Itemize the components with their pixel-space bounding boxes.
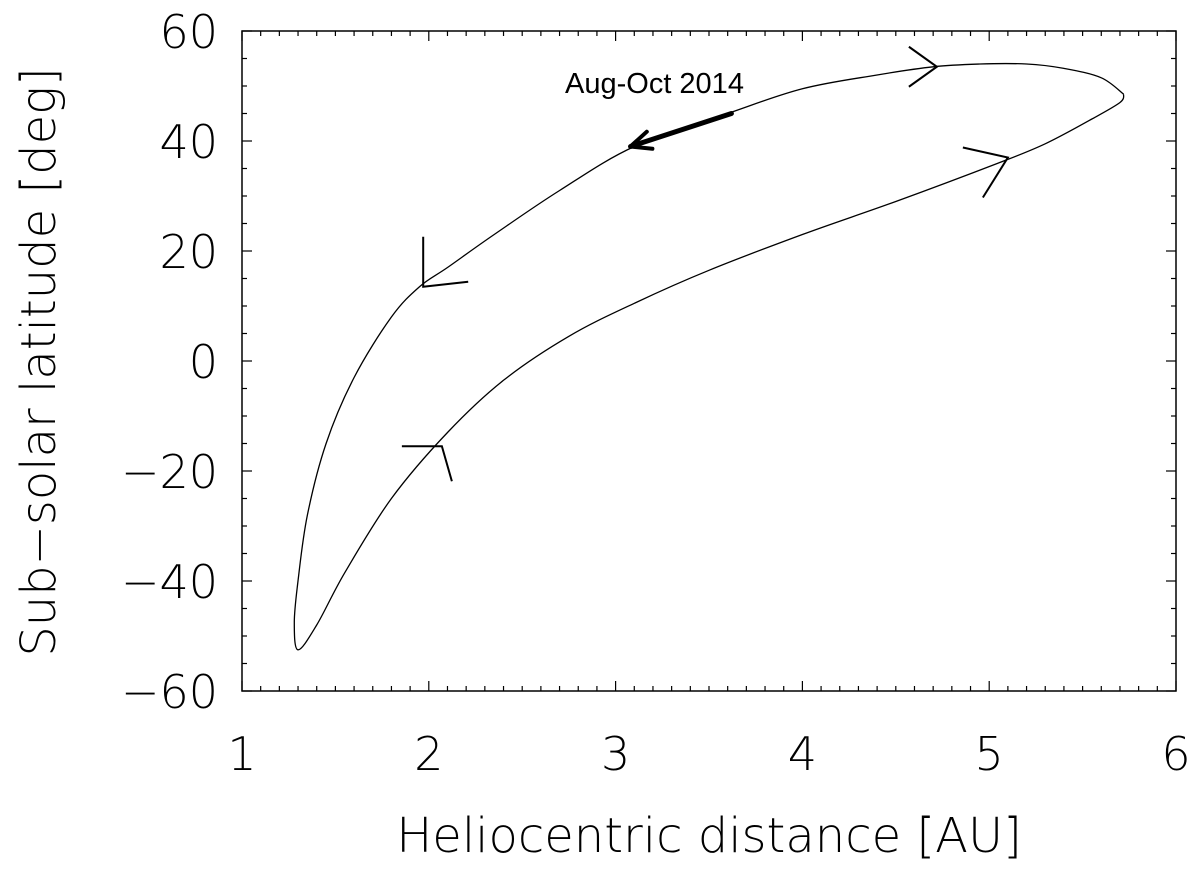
x-axis-label: Heliocentric distance [AU]	[396, 808, 1022, 864]
x-tick-label: 2	[414, 727, 443, 781]
annotation-arrow	[628, 111, 734, 149]
y-tick-label: 20	[159, 225, 218, 279]
x-tick-labels: 1 2 3 4 5 6	[227, 727, 1190, 781]
x-tick-label: 3	[601, 727, 630, 781]
annotation-label: Aug-Oct 2014	[565, 68, 744, 100]
y-tick-label: −40	[121, 555, 218, 609]
y-tick-label: 60	[159, 5, 218, 59]
direction-marker-chevron	[401, 445, 453, 482]
y-tick-label: 40	[159, 115, 218, 169]
x-tick-label: 5	[975, 727, 1004, 781]
x-tick-label: 1	[227, 727, 256, 781]
y-tick-label: −20	[121, 445, 218, 499]
annotation-arrow-head	[628, 129, 655, 151]
y-axis-label: Sub−solar latitude [deg]	[11, 67, 67, 656]
tick-marks	[241, 30, 1177, 692]
series-line	[293, 62, 1125, 651]
y-tick-label: 0	[189, 335, 218, 389]
y-tick-label: −60	[121, 665, 218, 719]
y-tick-labels: 60 40 20 0 −20 −40 −60	[121, 5, 218, 719]
direction-marker-chevron	[908, 45, 939, 88]
direction-marker-chevron	[962, 146, 1010, 199]
direction-marker-chevron	[422, 236, 469, 288]
x-tick-label: 4	[788, 727, 817, 781]
plot-frame	[241, 30, 1177, 692]
x-tick-label: 6	[1161, 727, 1190, 781]
direction-markers	[401, 45, 1010, 482]
